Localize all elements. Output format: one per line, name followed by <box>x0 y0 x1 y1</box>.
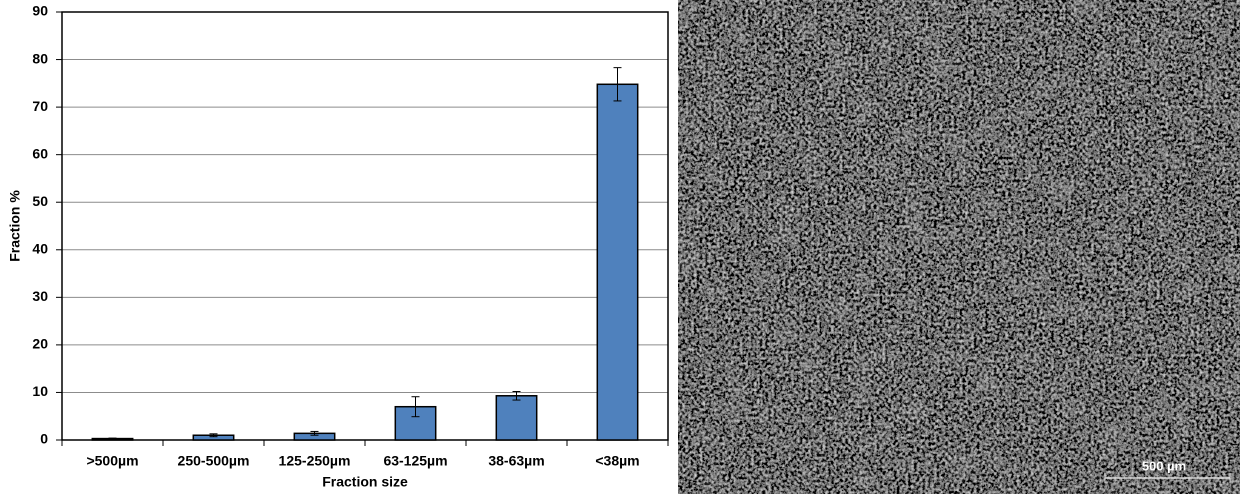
y-axis-title: Fraction % <box>7 190 23 262</box>
x-tick-label: >500µm <box>86 453 138 469</box>
x-tick-label: <38µm <box>595 453 639 469</box>
y-tick-label: 40 <box>32 240 48 256</box>
image-texture <box>678 0 1240 494</box>
x-tick-label: 63-125µm <box>383 453 447 469</box>
y-tick-label: 80 <box>32 50 48 66</box>
x-tick-label: 125-250µm <box>279 453 351 469</box>
bar-chart: Fraction % Fraction size 0 10 20 30 40 50 60 70… <box>7 3 668 490</box>
x-tick-label: 250-500µm <box>178 453 250 469</box>
x-axis-title: Fraction size <box>322 474 408 490</box>
x-tick-label: 38-63µm <box>488 453 544 469</box>
page: Fraction % Fraction size 0 10 20 30 40 50 60 70… <box>0 0 1240 494</box>
y-tick-label: 30 <box>32 288 48 304</box>
sem-image: 500 µm <box>678 0 1240 494</box>
y-tick-label: 0 <box>40 431 48 447</box>
y-tick-label: 90 <box>32 3 48 19</box>
bar <box>597 84 637 440</box>
y-tick-label: 20 <box>32 336 48 352</box>
plot-frame <box>62 12 668 440</box>
y-tick-label: 60 <box>32 145 48 161</box>
y-tick-label: 70 <box>32 98 48 114</box>
bar <box>496 396 536 440</box>
scale-bar-label: 500 µm <box>1142 458 1186 473</box>
y-tick-label: 10 <box>32 383 48 399</box>
y-tick-label: 50 <box>32 193 48 209</box>
